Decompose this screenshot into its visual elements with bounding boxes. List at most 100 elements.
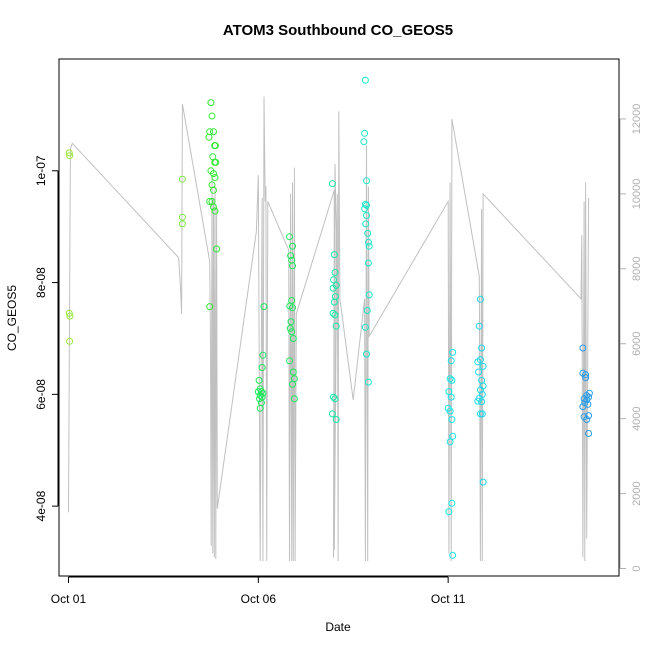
data-point	[446, 375, 454, 383]
data-point	[259, 351, 267, 359]
data-point	[585, 430, 593, 437]
data-point	[206, 198, 214, 205]
data-point	[289, 368, 297, 376]
data-point	[66, 312, 74, 320]
y-tick-label: 8e-08	[34, 267, 48, 298]
data-point	[447, 393, 455, 401]
data-point	[447, 357, 455, 365]
data-point	[256, 404, 264, 412]
data-point	[582, 374, 590, 382]
data-point	[286, 324, 294, 332]
data-point	[448, 499, 456, 507]
data-point	[583, 416, 591, 423]
data-point	[65, 309, 73, 317]
data-point	[445, 508, 453, 516]
data-point	[260, 303, 268, 311]
altitude-line	[68, 96, 590, 562]
data-point	[362, 220, 370, 228]
data-point	[361, 76, 369, 84]
data-point	[328, 410, 336, 418]
data-point	[478, 344, 486, 352]
data-point	[361, 200, 369, 208]
data-point	[364, 238, 372, 246]
data-point	[479, 478, 487, 486]
data-point	[331, 395, 339, 403]
data-point	[585, 412, 593, 420]
data-point	[256, 392, 264, 399]
data-point	[331, 311, 339, 319]
data-point	[330, 393, 337, 401]
y2-tick-label: 12000	[631, 104, 643, 135]
data-point	[365, 291, 373, 299]
data-point	[330, 298, 338, 306]
data-point	[178, 213, 186, 221]
chart-title: ATOM3 Southbound CO_GEOS5	[223, 22, 453, 39]
data-point	[212, 158, 220, 166]
data-point	[449, 551, 457, 559]
data-point	[66, 152, 74, 160]
data-point	[287, 318, 295, 326]
data-point	[363, 350, 370, 358]
data-point	[210, 186, 217, 194]
data-point	[289, 242, 296, 250]
data-point	[331, 269, 339, 276]
data-point	[476, 410, 484, 418]
data-point	[446, 407, 454, 415]
data-point	[210, 128, 217, 136]
y2-tick-label: 4000	[631, 406, 643, 430]
data-point	[476, 295, 484, 303]
y2-tick-label: 6000	[631, 331, 643, 355]
y2-tick-label: 0	[631, 565, 643, 571]
data-point	[289, 262, 296, 270]
points-layer	[65, 76, 593, 559]
data-point	[208, 112, 216, 120]
x-tick-label: Oct 11	[431, 592, 466, 606]
data-point	[210, 170, 217, 178]
data-point	[449, 348, 457, 356]
plot-frame	[58, 58, 620, 577]
data-point	[579, 344, 587, 352]
data-point	[364, 259, 372, 267]
data-point	[329, 284, 337, 292]
data-point	[361, 129, 369, 137]
data-point	[178, 175, 186, 183]
data-point	[330, 251, 338, 259]
data-point	[479, 362, 487, 370]
y-tick-label: 6e-08	[34, 379, 48, 410]
data-point	[328, 180, 336, 188]
data-point	[289, 304, 296, 312]
y-tick-label: 4e-08	[34, 490, 48, 521]
altitude-layer	[68, 96, 590, 562]
data-point	[178, 220, 186, 228]
data-point	[364, 378, 372, 386]
data-point	[256, 395, 263, 403]
data-point	[365, 242, 373, 250]
data-point	[288, 328, 296, 336]
data-point	[207, 99, 215, 107]
data-point	[329, 309, 337, 317]
data-point	[476, 386, 484, 394]
data-point	[66, 337, 74, 345]
data-point	[474, 397, 482, 405]
data-point	[478, 398, 486, 406]
data-point	[211, 142, 219, 150]
data-point	[210, 203, 217, 211]
data-point	[287, 252, 295, 260]
data-point	[290, 395, 298, 403]
data-point	[332, 322, 340, 330]
data-point	[289, 380, 296, 388]
data-point	[448, 376, 456, 384]
data-point	[330, 276, 337, 284]
y2-tick-label: 10000	[631, 179, 643, 210]
x-axis-label: Date	[325, 620, 351, 634]
data-point	[255, 376, 263, 384]
data-point	[360, 138, 368, 146]
data-point	[361, 205, 369, 213]
data-point	[258, 364, 266, 371]
y-axis-label: CO_GEOS5	[5, 285, 19, 351]
data-point	[475, 368, 482, 376]
data-point	[205, 133, 213, 141]
data-point	[363, 177, 370, 185]
